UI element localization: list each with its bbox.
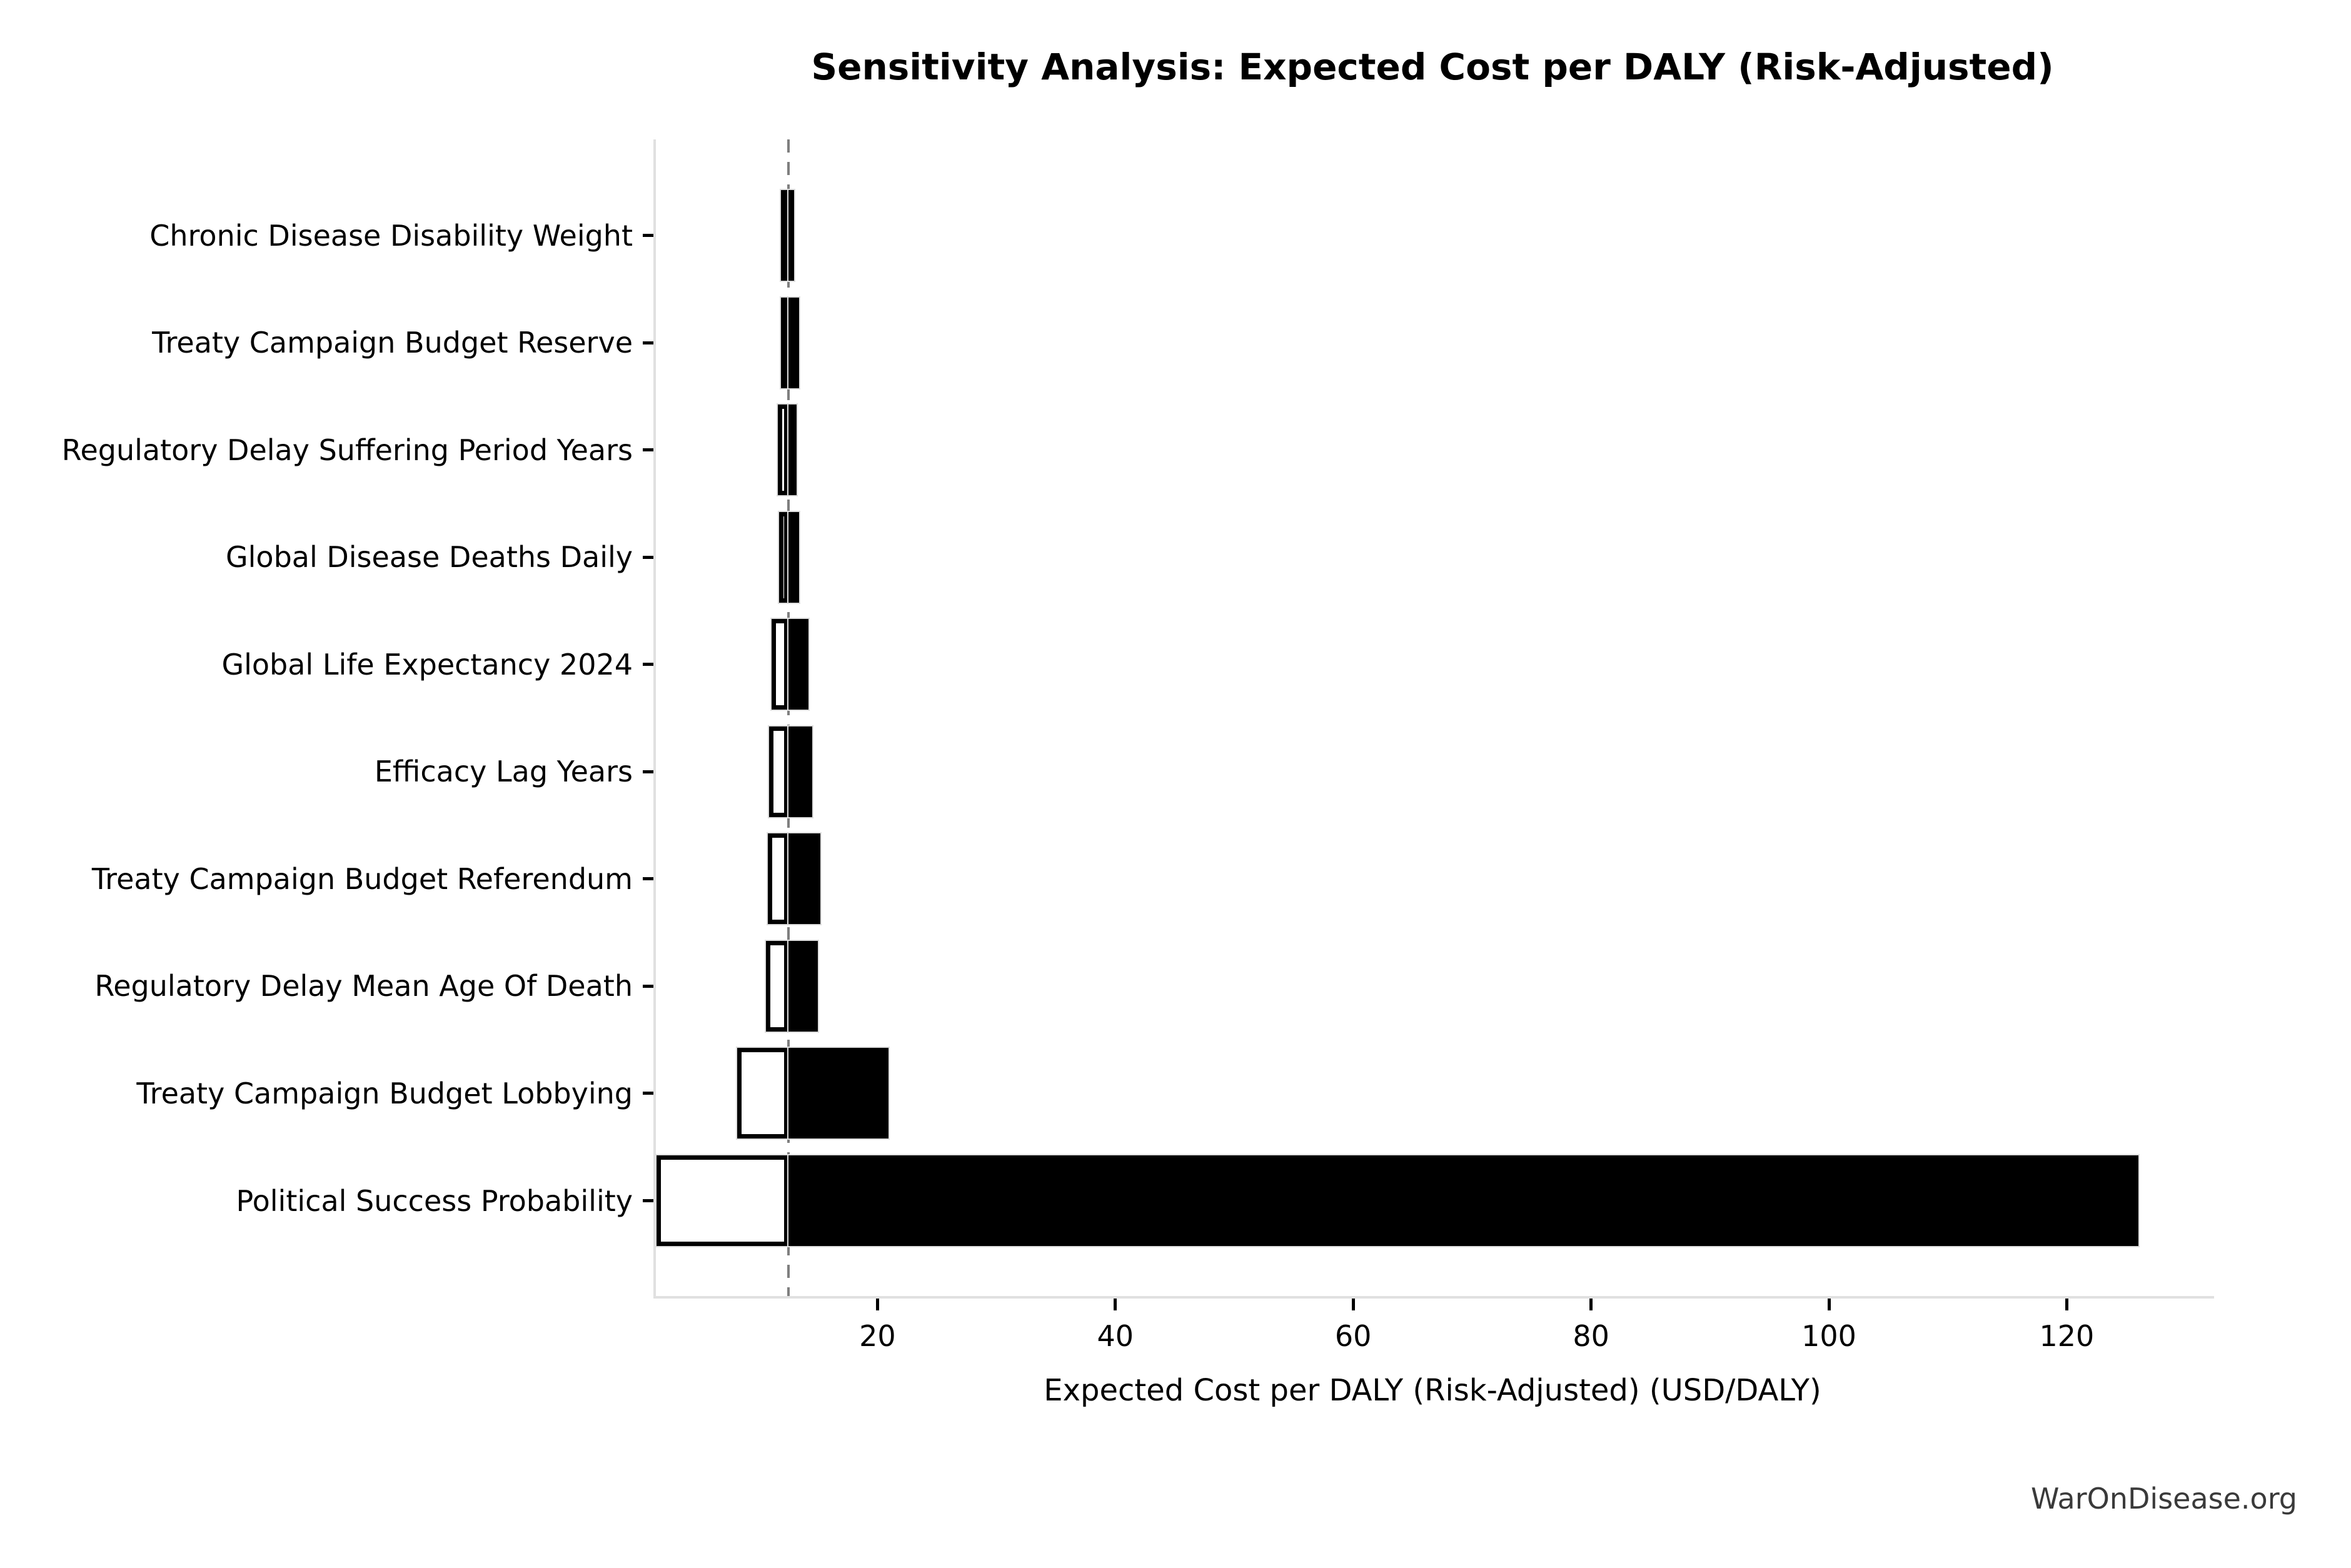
bar-high <box>788 405 797 496</box>
bar-high <box>788 1155 2138 1247</box>
x-axis-tick <box>875 1299 879 1310</box>
x-axis-tick <box>1351 1299 1355 1310</box>
y-axis-category-label: Treaty Campaign Budget Lobbying <box>136 1076 633 1110</box>
y-axis-tick <box>643 1199 653 1203</box>
bar-low <box>656 1155 788 1247</box>
x-axis-tick <box>1114 1299 1117 1310</box>
y-axis-tick <box>643 448 653 452</box>
y-axis-tick <box>643 663 653 666</box>
plot-area <box>653 139 2214 1299</box>
bar-low <box>768 833 788 925</box>
y-axis-category-label: Global Life Expectancy 2024 <box>221 647 633 681</box>
x-axis-tick <box>1589 1299 1593 1310</box>
bar-high <box>788 619 809 710</box>
y-axis-tick <box>643 555 653 559</box>
bar-low <box>778 511 788 603</box>
x-axis-tick-label: 120 <box>2039 1319 2095 1353</box>
x-axis-tick <box>2065 1299 2068 1310</box>
bar-low <box>781 297 790 388</box>
x-axis-tick-label: 100 <box>1801 1319 1856 1353</box>
y-axis-tick <box>643 984 653 988</box>
bar-high <box>788 190 795 281</box>
x-axis-tick-label: 20 <box>859 1319 896 1353</box>
bar-high <box>788 833 821 925</box>
x-axis-tick-label: 60 <box>1334 1319 1372 1353</box>
y-axis-tick <box>643 770 653 773</box>
chart-title: Sensitivity Analysis: Expected Cost per … <box>811 46 2054 88</box>
y-axis-category-label: Regulatory Delay Mean Age Of Death <box>94 969 633 1003</box>
y-axis-tick <box>643 234 653 237</box>
y-axis-category-label: Chronic Disease Disability Weight <box>149 218 633 253</box>
bar-high <box>788 297 799 388</box>
x-axis-title: Expected Cost per DALY (Risk-Adjusted) (… <box>1044 1373 1821 1408</box>
bar-high <box>788 726 812 817</box>
bar-low <box>737 1048 788 1139</box>
bar-low <box>769 726 788 817</box>
bar-low <box>772 619 788 710</box>
x-axis-tick <box>1827 1299 1831 1310</box>
y-axis-category-label: Treaty Campaign Budget Reserve <box>152 326 633 360</box>
y-axis-category-label: Political Success Probability <box>236 1184 633 1218</box>
bar-high <box>788 1048 889 1139</box>
baseline-dashed-line <box>787 139 790 1296</box>
y-axis-category-label: Treaty Campaign Budget Referendum <box>91 862 633 896</box>
y-axis-tick <box>643 1092 653 1095</box>
watermark-text: WarOnDisease.org <box>2031 1482 2297 1515</box>
x-axis-tick-label: 40 <box>1097 1319 1134 1353</box>
bar-low <box>765 940 788 1032</box>
bar-low <box>777 405 788 496</box>
y-axis-category-label: Efficacy Lag Years <box>374 755 633 789</box>
bar-high <box>788 940 818 1032</box>
y-axis-tick <box>643 341 653 344</box>
bar-low <box>781 190 790 281</box>
y-axis-category-label: Global Disease Deaths Daily <box>226 540 633 575</box>
y-axis-category-label: Regulatory Delay Suffering Period Years <box>61 433 633 467</box>
y-axis-tick <box>643 877 653 881</box>
bar-high <box>788 511 799 603</box>
x-axis-tick-label: 80 <box>1573 1319 1609 1353</box>
